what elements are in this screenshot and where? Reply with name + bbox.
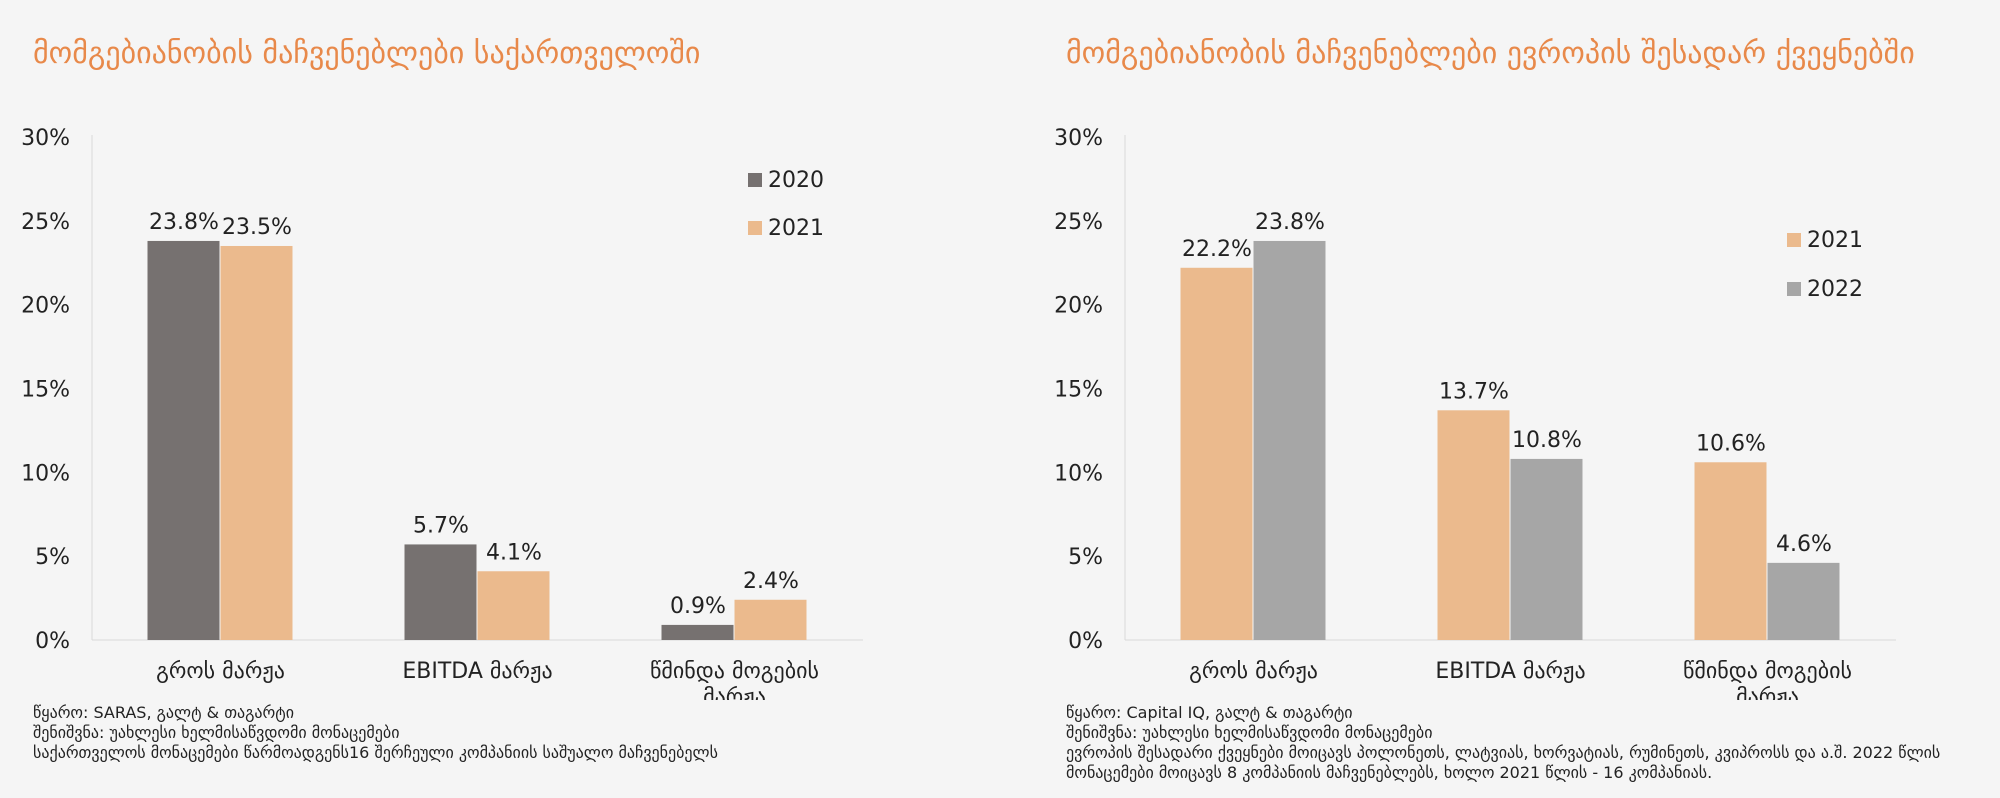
left-y-tick-label: 30% xyxy=(21,126,70,151)
right-category-label-1: EBITDA მარჟა xyxy=(1435,659,1585,684)
left-y-tick-label: 15% xyxy=(21,378,70,403)
right-data-label-2021-0: 22.2% xyxy=(1182,237,1252,262)
right-y-tick-label: 0% xyxy=(1068,629,1103,654)
right-legend-label-2022: 2022 xyxy=(1807,277,1863,302)
left-chart-notes: წყარო: SARAS, გალტ & თაგარტი შენიშვნა: უ… xyxy=(33,703,993,763)
right-remark-note: შენიშვნა: უახლესი ხელმისაწვდომი მონაცემე… xyxy=(1066,723,1433,742)
left-data-label-2021-0: 23.5% xyxy=(222,215,292,240)
right-legend-swatch-2021 xyxy=(1787,233,1801,247)
right-source-note: წყარო: Capital IQ, გალტ & თაგარტი xyxy=(1066,703,1353,722)
left-bar-2021-2 xyxy=(734,599,807,640)
right-legend-label-2021: 2021 xyxy=(1807,228,1863,253)
left-data-label-2021-1: 4.1% xyxy=(486,540,542,565)
right-category-label-2: წმინდა მოგების მარჟა xyxy=(1683,659,1852,700)
left-category-label-2: წმინდა მოგების მარჟა xyxy=(650,659,819,700)
left-bar-2021-0 xyxy=(220,245,293,640)
left-y-tick-label: 10% xyxy=(21,461,70,486)
left-legend-label-2020: 2020 xyxy=(768,168,824,193)
right-y-tick-label: 30% xyxy=(1054,126,1103,151)
right-y-tick-label: 25% xyxy=(1054,210,1103,235)
right-bar-2022-2 xyxy=(1767,562,1840,640)
left-bar-2020-2 xyxy=(661,624,734,640)
left-bar-2021-1 xyxy=(477,571,550,640)
right-category-label-0: გროს მარჟა xyxy=(1189,659,1318,684)
left-chart-title: მომგებიანობის მაჩვენებლები საქართველოში xyxy=(33,36,701,71)
right-data-label-2021-2: 10.6% xyxy=(1696,431,1766,456)
left-bar-2020-1 xyxy=(404,544,477,640)
left-data-label-2020-1: 5.7% xyxy=(413,513,469,538)
left-sample-note: საქართველოს მონაცემები წარმოადგენს16 შერ… xyxy=(33,743,718,762)
left-y-tick-label: 25% xyxy=(21,210,70,235)
left-y-tick-label: 5% xyxy=(35,545,70,570)
left-category-label-0: გროს მარჟა xyxy=(156,659,285,684)
left-y-tick-label: 20% xyxy=(21,294,70,319)
left-legend-swatch-2020 xyxy=(748,173,762,187)
right-bar-2021-2 xyxy=(1694,462,1767,640)
right-y-tick-label: 20% xyxy=(1054,294,1103,319)
right-data-label-2022-2: 4.6% xyxy=(1776,532,1832,557)
right-chart-panel: მომგებიანობის მაჩვენებლები ევროპის შესად… xyxy=(1033,0,2000,798)
left-data-label-2020-2: 0.9% xyxy=(670,594,726,619)
left-data-label-2021-2: 2.4% xyxy=(743,569,799,594)
left-data-label-2020-0: 23.8% xyxy=(149,210,219,235)
right-chart-title: მომგებიანობის მაჩვენებლები ევროპის შესად… xyxy=(1066,36,1915,71)
right-bar-2021-1 xyxy=(1437,410,1510,640)
left-remark-note: შენიშვნა: უახლესი ხელმისაწვდომი მონაცემე… xyxy=(33,723,400,742)
right-y-tick-label: 10% xyxy=(1054,461,1103,486)
right-y-tick-label: 5% xyxy=(1068,545,1103,570)
right-data-label-2022-1: 10.8% xyxy=(1512,428,1582,453)
right-bar-2021-0 xyxy=(1180,267,1253,640)
left-legend-swatch-2021 xyxy=(748,221,762,235)
right-chart-notes: წყარო: Capital IQ, გალტ & თაგარტი შენიშვ… xyxy=(1066,703,2000,783)
left-source-note: წყარო: SARAS, გალტ & თაგარტი xyxy=(33,703,295,722)
right-data-label-2022-0: 23.8% xyxy=(1255,210,1325,235)
left-legend-label-2021: 2021 xyxy=(768,216,824,241)
left-y-tick-label: 0% xyxy=(35,629,70,654)
right-bar-2022-1 xyxy=(1510,458,1583,640)
left-bar-2020-0 xyxy=(147,240,220,640)
left-bar-chart: 0% 5% 10% 15% 20% 25% 30% 23.8% 23.5% გროს მარჟა 5… xyxy=(21,126,863,700)
right-data-label-2021-1: 13.7% xyxy=(1439,379,1509,404)
right-y-tick-label: 15% xyxy=(1054,378,1103,403)
left-chart-panel: მომგებიანობის მაჩვენებლები საქართველოში … xyxy=(21,36,993,763)
right-bar-chart: 0% 5% 10% 15% 20% 25% 30% 22.2%23.8% გროს მარჟა 1… xyxy=(1054,126,1896,700)
left-category-label-1: EBITDA მარჟა xyxy=(402,659,552,684)
right-bar-2022-0 xyxy=(1253,240,1326,640)
right-sample-note: ევროპის შესადარი ქვეყნები მოიცავს პოლონე… xyxy=(1066,743,1941,782)
right-legend-swatch-2022 xyxy=(1787,282,1801,296)
